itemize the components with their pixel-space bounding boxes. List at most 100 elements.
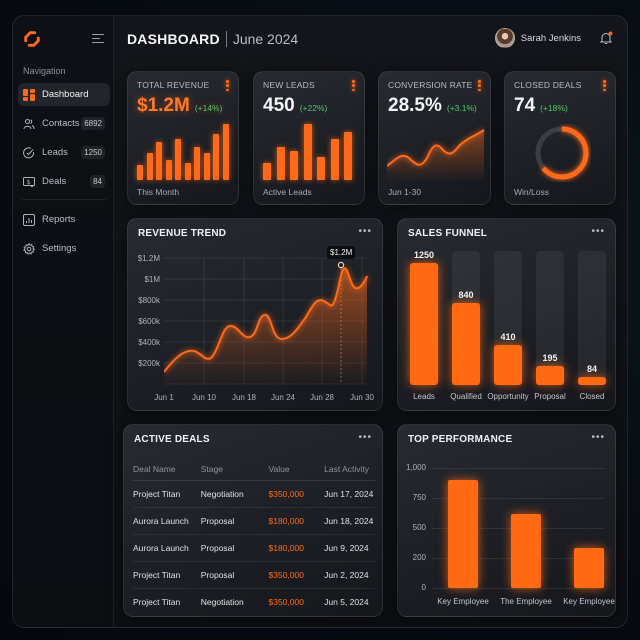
sidebar-item-deals[interactable]: $ Deals 84 [18, 170, 110, 193]
column-header[interactable]: Last Activity [324, 459, 375, 481]
kpi-value-text: $1.2M [137, 95, 190, 116]
notification-dot [608, 31, 613, 36]
deal-value: $180,000 [268, 534, 325, 562]
funnel-stage[interactable]: 1250 Leads [410, 250, 438, 401]
funnel-value: 1250 [413, 250, 435, 260]
table-row[interactable]: Aurora Launch Proposal $180,000 Jun 18, … [133, 507, 375, 535]
funnel-stage[interactable]: 410 Opportunity [487, 251, 529, 401]
sidebar-item-label: Contacts [42, 118, 80, 129]
table-row[interactable]: Aurora Launch Proposal $180,000 Jun 9, 2… [133, 534, 375, 562]
funnel-bar [494, 344, 522, 385]
performance-bar[interactable] [511, 513, 541, 588]
mini-bar [194, 147, 201, 180]
y-axis-label: $600k [138, 317, 160, 326]
mini-bar-chart [263, 122, 352, 180]
kebab-menu-icon[interactable] [226, 80, 229, 91]
x-axis-label: Jun 28 [309, 393, 335, 402]
count-badge: 84 [90, 175, 105, 188]
more-options-icon[interactable]: ••• [591, 432, 605, 443]
kebab-menu-icon[interactable] [352, 80, 355, 91]
kpi-footer: Jun 1-30 [388, 187, 422, 197]
menu-toggle-button[interactable] [92, 34, 104, 44]
more-options-icon[interactable]: ••• [358, 226, 372, 237]
bar-report-icon [23, 213, 35, 226]
gridline [432, 588, 605, 589]
column-header[interactable]: Stage [200, 459, 269, 481]
funnel-stage[interactable]: 84 Closed [578, 251, 606, 401]
kpi-value-text: 74 [514, 95, 536, 116]
column-header[interactable]: Value [268, 459, 325, 481]
funnel-track [536, 251, 564, 385]
mini-bar [146, 152, 153, 180]
mini-bar [290, 151, 298, 180]
x-axis-label: Jun 1 [154, 393, 174, 402]
revenue-trend-panel: REVENUE TREND ••• $1.2M $1M $800k $600k … [127, 218, 383, 411]
sidebar-item-label: Deals [42, 176, 67, 187]
funnel-bar [452, 303, 480, 385]
user-menu[interactable]: Sarah Jenkins [494, 28, 581, 48]
funnel-stage[interactable]: 195 Proposal [534, 251, 566, 401]
mini-bar [213, 133, 220, 180]
sidebar-item-dashboard[interactable]: Dashboard [18, 83, 110, 106]
funnel-label: Opportunity [487, 392, 529, 401]
column-header[interactable]: Deal Name [133, 459, 201, 481]
kebab-menu-icon[interactable] [603, 80, 606, 91]
active-deals-panel: ACTIVE DEALS ••• Deal Name Stage Value L… [123, 424, 383, 617]
nav-divider [22, 199, 106, 200]
deal-value: $350,000 [268, 480, 325, 508]
gridline [432, 498, 605, 499]
more-options-icon[interactable]: ••• [358, 432, 372, 443]
logo-icon[interactable] [23, 30, 41, 48]
funnel-label: Leads [413, 392, 435, 401]
mini-bar [330, 139, 339, 180]
notification-bell-icon[interactable] [599, 31, 613, 45]
sidebar-item-contacts[interactable]: Contacts 6892 [18, 112, 110, 135]
table-row[interactable]: Project Titan Proposal $350,000 Jun 2, 2… [133, 561, 375, 589]
deal-last-activity: Jun 17, 2024 [324, 480, 375, 508]
more-options-icon[interactable]: ••• [591, 226, 605, 237]
count-badge: 1250 [81, 146, 105, 159]
y-axis-label: $1M [144, 275, 160, 284]
check-circle-icon [23, 146, 35, 159]
mini-bar [175, 139, 182, 180]
kebab-menu-icon[interactable] [478, 80, 481, 91]
y-axis-label: 750 [412, 493, 426, 502]
deal-name: Aurora Launch [133, 507, 201, 535]
sidebar-item-leads[interactable]: Leads 1250 [18, 141, 110, 164]
kpi-value-text: 28.5% [388, 95, 442, 116]
kpi-value-text: 450 [263, 95, 295, 116]
funnel-bar [578, 376, 606, 385]
funnel-track [578, 251, 606, 385]
avatar[interactable] [494, 28, 515, 48]
peak-point-marker [337, 261, 345, 269]
panel-title: ACTIVE DEALS [134, 434, 210, 445]
grid-icon [23, 88, 35, 101]
deal-stage: Negotiation [200, 596, 244, 607]
sidebar-item-reports[interactable]: Reports [18, 208, 110, 231]
y-axis-label: 1,000 [405, 463, 426, 472]
mini-bar [203, 152, 210, 180]
count-badge: 6892 [81, 117, 105, 130]
deal-last-activity: Jun 5, 2024 [324, 596, 369, 607]
deal-value: $350,000 [268, 561, 325, 589]
funnel-stage[interactable]: 840 Qualified [450, 251, 482, 401]
table-row[interactable]: Project Titan Negotiation $350,000 Jun 1… [133, 480, 375, 508]
period-label: June 2024 [232, 31, 299, 47]
x-axis-label: Jun 24 [270, 393, 296, 402]
app-window: Navigation Dashboard Contacts 6892 Leads [12, 15, 628, 628]
panel-title: SALES FUNNEL [408, 228, 488, 239]
table-row[interactable]: Project Titan Negotiation $350,000 Jun 5… [133, 588, 375, 615]
mini-bar [263, 162, 271, 180]
svg-text:$: $ [27, 179, 31, 186]
performance-bar[interactable] [574, 548, 604, 588]
performance-bar[interactable] [448, 480, 478, 588]
sidebar-item-settings[interactable]: Settings [18, 237, 110, 260]
kpi-delta: (+18%) [540, 103, 568, 113]
kpi-title: CONVERSION RATE [388, 80, 473, 90]
mini-bar [165, 159, 172, 180]
kpi-card-new-leads: NEW LEADS 450 (+22%) Active Leads [253, 71, 365, 205]
funnel-bar [536, 365, 564, 385]
funnel-label: Qualified [450, 392, 482, 401]
mini-bar [222, 124, 229, 180]
sidebar-nav: Dashboard Contacts 6892 Leads 1250 $ [18, 83, 110, 266]
